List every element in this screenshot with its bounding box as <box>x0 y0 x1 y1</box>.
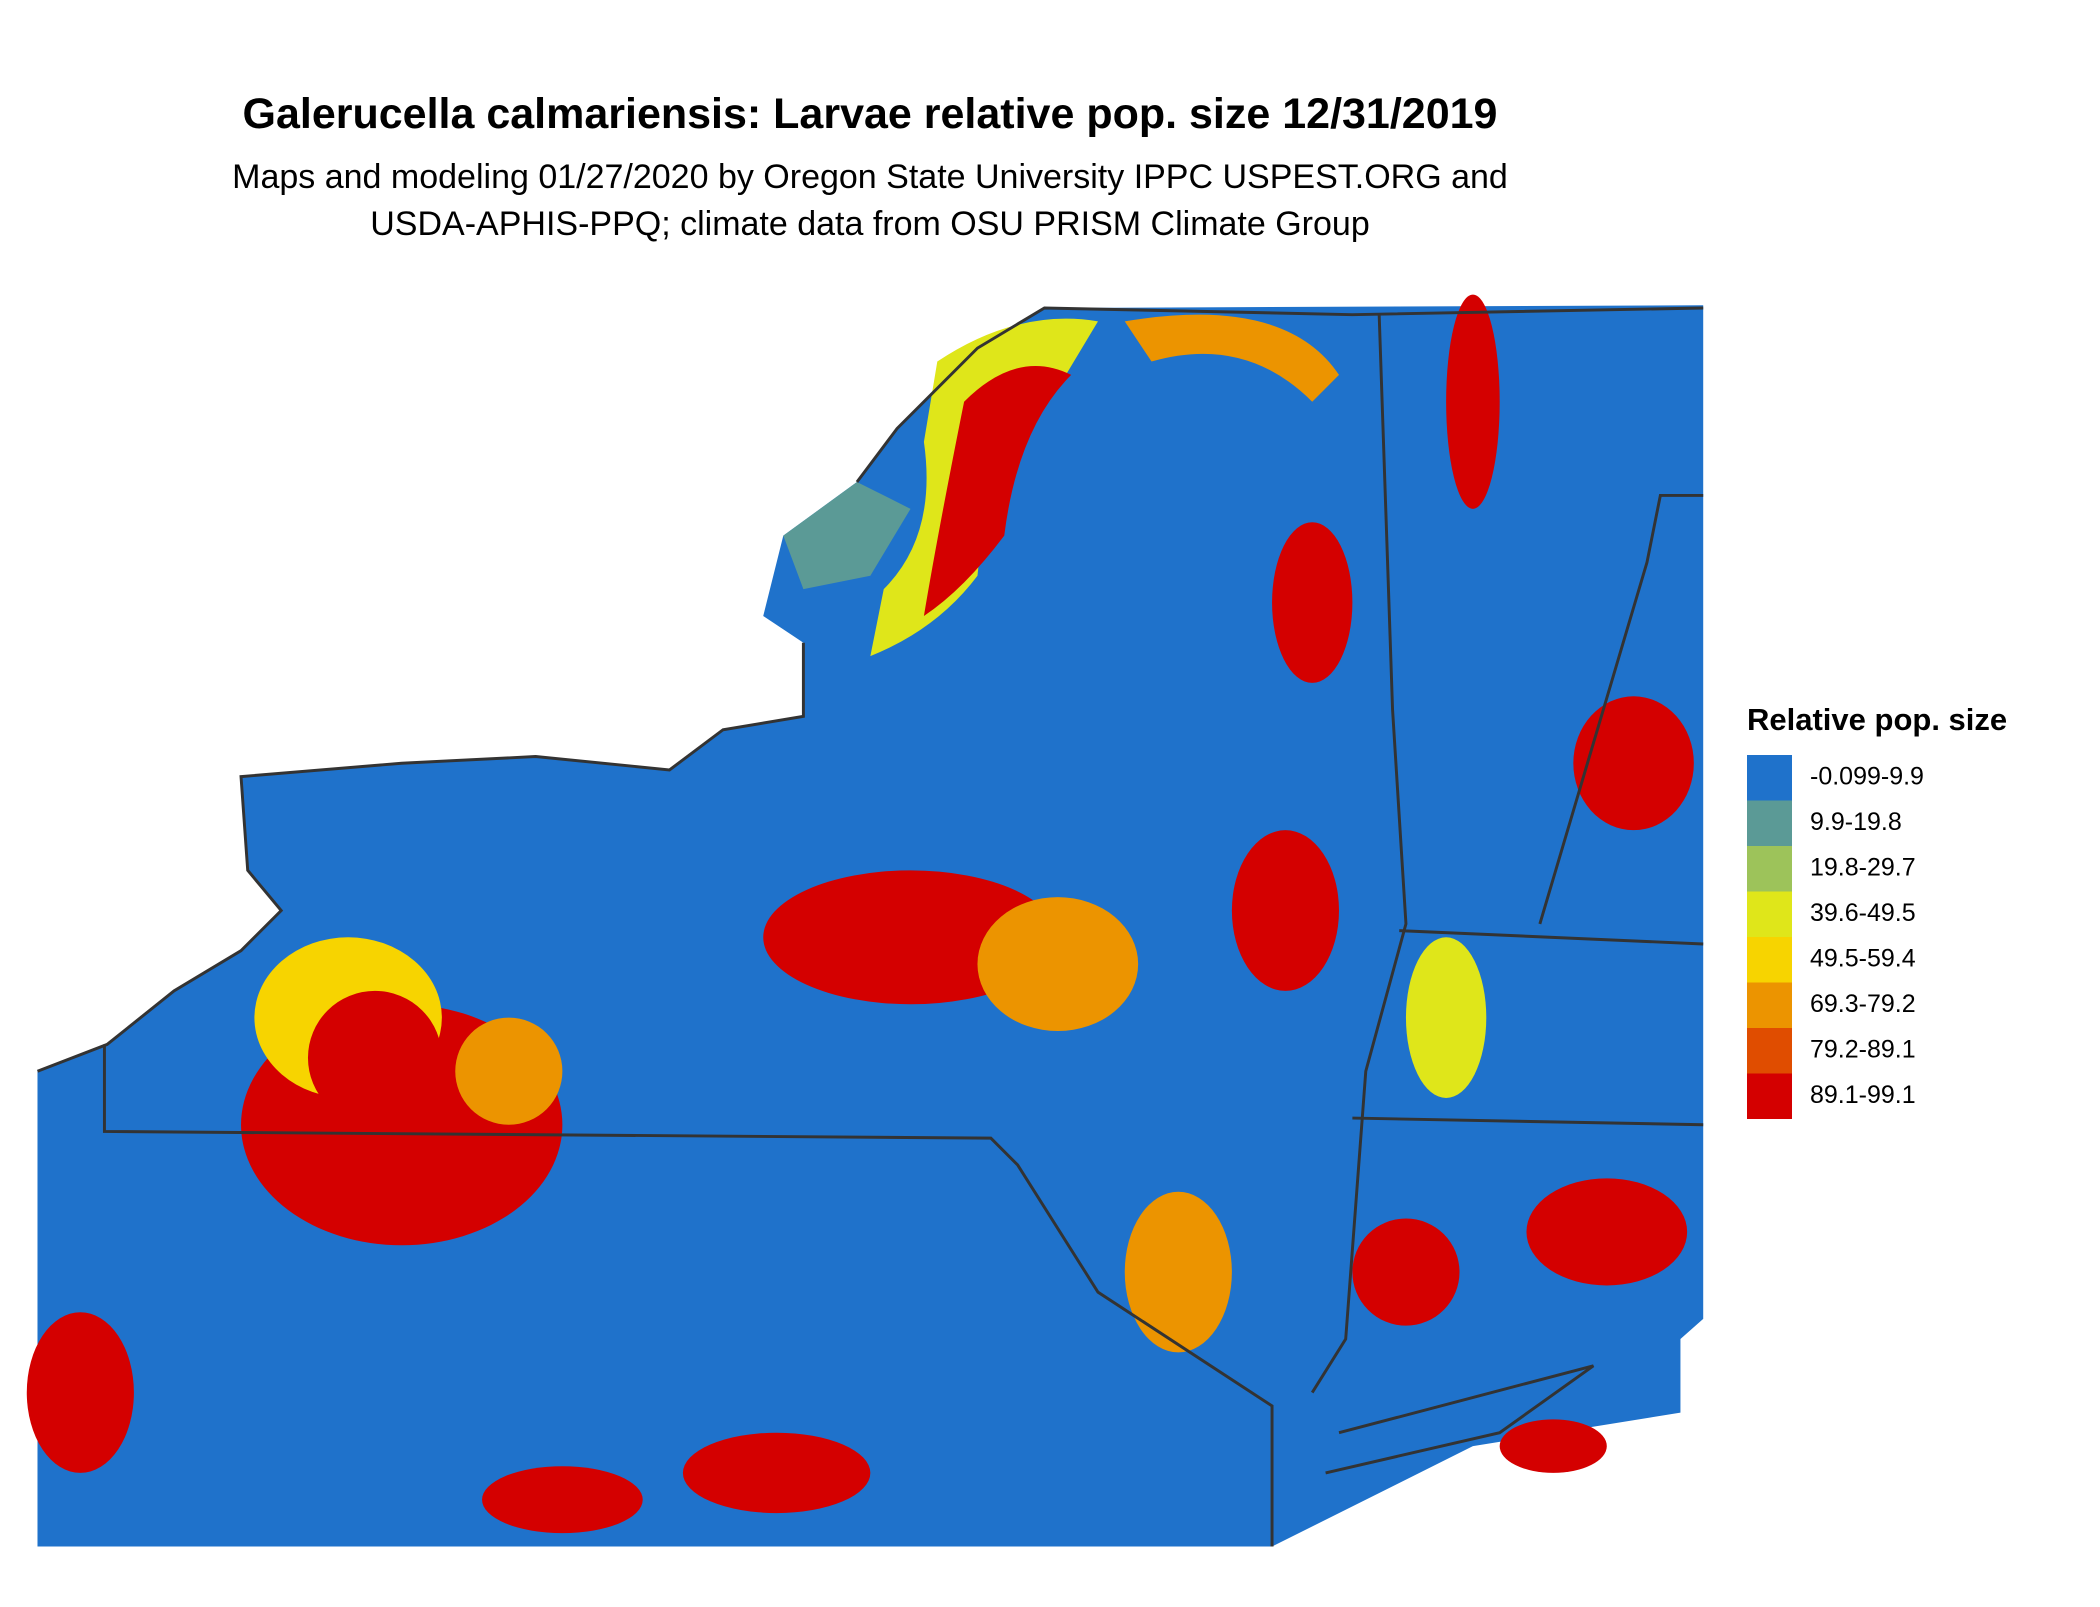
state-borders <box>36 306 1704 1547</box>
map-subtitle: Maps and modeling 01/27/2020 by Oregon S… <box>232 158 1508 196</box>
suitability-patches <box>26 294 1694 1534</box>
legend-label: 79.2-89.1 <box>1810 1036 1916 1064</box>
map-area <box>26 294 1704 1547</box>
map-subtitle: USDA-APHIS-PPQ; climate data from OSU PR… <box>370 205 1369 243</box>
legend-swatch <box>1747 846 1792 892</box>
legend-label: 19.8-29.7 <box>1810 854 1916 882</box>
legend-swatch <box>1747 1073 1792 1119</box>
legend-swatch <box>1747 982 1792 1028</box>
legend-swatch <box>1747 891 1792 937</box>
legend-swatch <box>1747 937 1792 983</box>
legend-label: -0.099-9.9 <box>1810 763 1924 791</box>
legend-label: 9.9-19.8 <box>1810 808 1902 836</box>
map-title: Galerucella calmariensis: Larvae relativ… <box>243 90 1498 138</box>
legend-title: Relative pop. size <box>1747 702 2007 737</box>
legend-label: 49.5-59.4 <box>1810 945 1916 973</box>
legend: -0.099-9.9 9.9-19.8 19.8-29.7 39.6-49.5 49.5… <box>1747 755 1924 1119</box>
legend-label: 69.3-79.2 <box>1810 990 1916 1018</box>
legend-label: 39.6-49.5 <box>1810 899 1916 927</box>
legend-label: 89.1-99.1 <box>1810 1081 1916 1109</box>
legend-swatch <box>1747 1028 1792 1074</box>
legend-swatch <box>1747 755 1792 801</box>
legend-swatch <box>1747 800 1792 846</box>
